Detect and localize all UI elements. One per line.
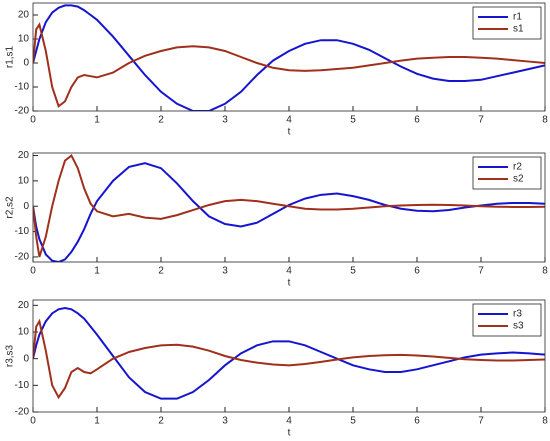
x-tick-label: 8	[542, 416, 548, 427]
plot-lines	[33, 153, 545, 262]
plot-lines	[33, 4, 545, 111]
y-axis-label: r2,s2	[5, 196, 16, 219]
y-tick-label: 20	[18, 10, 30, 21]
legend-label: r3	[513, 309, 522, 320]
y-tick-label: 10	[18, 327, 30, 338]
x-tick-label: 3	[222, 266, 228, 277]
series-line	[33, 4, 545, 111]
x-tick-label: 3	[222, 115, 228, 126]
x-tick-label: 7	[478, 115, 484, 126]
legend-label: r2	[513, 162, 522, 173]
legend-label: s2	[513, 174, 524, 185]
x-tick-label: 0	[30, 266, 36, 277]
y-axis-label: r1,s1	[5, 45, 16, 68]
x-tick-label: 5	[350, 266, 356, 277]
y-tick-label: 10	[18, 176, 30, 187]
legend-box	[472, 156, 542, 190]
plot-lines	[33, 306, 545, 400]
axes-box	[32, 2, 546, 112]
x-tick-label: 1	[94, 416, 100, 427]
x-tick-label: 7	[478, 266, 484, 277]
series-line	[33, 306, 545, 400]
legend-label: s1	[513, 24, 524, 35]
x-tick-label: 8	[542, 115, 548, 126]
series-line	[33, 318, 545, 400]
y-tick-label: 20	[18, 300, 30, 311]
series-line	[33, 162, 545, 262]
x-tick-label: 2	[158, 416, 164, 427]
x-tick-label: 6	[414, 115, 420, 126]
series-line	[33, 153, 545, 258]
x-tick-label: 0	[30, 115, 36, 126]
x-tick-label: 6	[414, 266, 420, 277]
y-tick-label: 10	[18, 34, 30, 45]
legend-box	[472, 6, 542, 40]
axes-box	[32, 152, 546, 263]
y-tick-label: -20	[15, 106, 30, 117]
x-tick-label: 1	[94, 266, 100, 277]
y-tick-label: -20	[15, 407, 30, 418]
x-tick-label: 3	[222, 416, 228, 427]
x-axis-label: t	[288, 278, 291, 289]
x-tick-label: 5	[350, 416, 356, 427]
x-tick-label: 4	[286, 266, 292, 277]
series-line	[33, 22, 545, 108]
y-tick-label: -10	[15, 226, 30, 237]
legend-label: r1	[513, 12, 522, 23]
y-axis-label: r3,s3	[5, 344, 16, 367]
axes-box	[32, 299, 546, 413]
x-tick-label: 7	[478, 416, 484, 427]
x-tick-label: 5	[350, 115, 356, 126]
x-tick-label: 2	[158, 115, 164, 126]
x-tick-label: 1	[94, 115, 100, 126]
x-axis-label: t	[288, 428, 291, 439]
x-tick-label: 4	[286, 115, 292, 126]
legend-box	[472, 303, 542, 337]
y-tick-label: -10	[15, 82, 30, 93]
x-axis-label: t	[288, 127, 291, 138]
x-tick-label: 2	[158, 266, 164, 277]
y-tick-label: -10	[15, 380, 30, 391]
y-tick-label: -20	[15, 252, 30, 263]
y-tick-label: 0	[23, 353, 29, 364]
y-tick-label: 20	[18, 150, 30, 161]
y-tick-label: 0	[23, 58, 29, 69]
x-tick-label: 6	[414, 416, 420, 427]
x-tick-label: 0	[30, 416, 36, 427]
x-tick-label: 8	[542, 266, 548, 277]
legend-label: s3	[513, 321, 524, 332]
x-tick-label: 4	[286, 416, 292, 427]
y-tick-label: 0	[23, 201, 29, 212]
